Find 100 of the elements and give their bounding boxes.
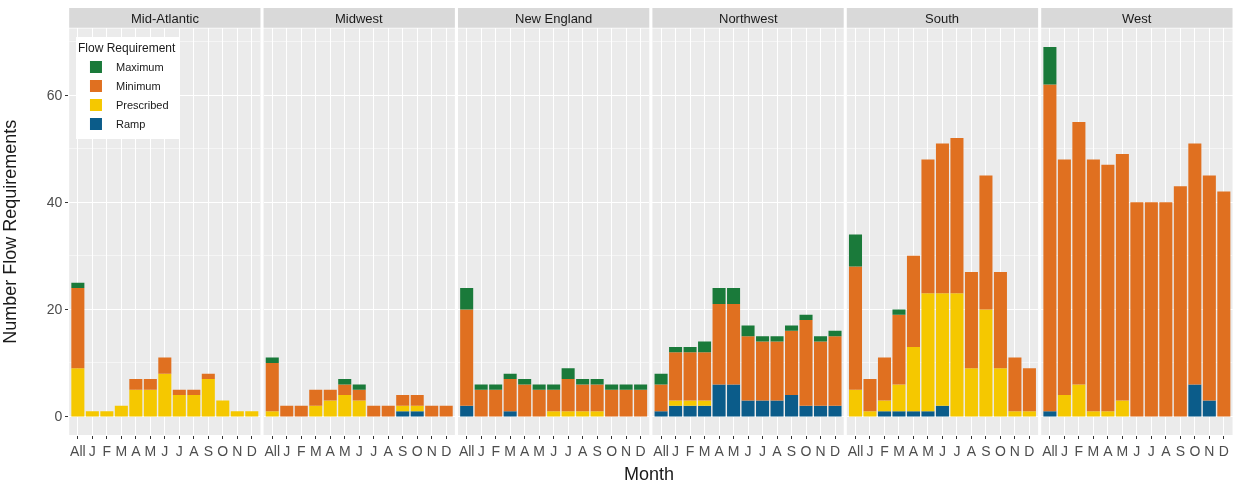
bar — [460, 405, 474, 417]
bar — [892, 309, 906, 315]
bar — [309, 405, 323, 417]
x-tick-label: S — [203, 442, 213, 459]
x-tick-label: J — [355, 442, 363, 459]
x-tick-label: F — [880, 442, 889, 459]
bar — [1043, 411, 1057, 417]
y-tick-label: 0 — [54, 408, 63, 425]
bar — [547, 411, 561, 417]
bar — [410, 411, 424, 417]
bar — [381, 405, 395, 417]
chart-title: Midwest — [335, 11, 384, 26]
bar — [756, 336, 770, 342]
x-tick-label: J — [550, 442, 558, 459]
bar — [1043, 84, 1057, 412]
x-tick-label: All — [70, 442, 86, 459]
bar — [265, 357, 279, 363]
x-tick-label: N — [1204, 442, 1215, 459]
bar — [669, 400, 683, 406]
x-tick-label: All — [458, 442, 475, 459]
x-tick-label: J — [283, 442, 291, 459]
x-tick-label: J — [88, 442, 96, 459]
bar — [503, 373, 517, 380]
x-tick-label: S — [398, 442, 408, 459]
chart-title: New England — [515, 11, 593, 26]
bar — [590, 379, 604, 385]
bar — [410, 405, 424, 412]
chart-title: South — [925, 11, 959, 26]
bar — [1022, 411, 1036, 417]
x-tick-label: M — [698, 442, 711, 459]
x-tick-label: J — [744, 442, 752, 459]
x-tick-label: O — [1189, 442, 1201, 459]
x-tick-label: D — [246, 442, 257, 459]
bar — [143, 379, 157, 390]
x-tick-label: N — [232, 442, 243, 459]
y-axis-title: Number Flow Requirements — [0, 119, 21, 344]
legend-label: Minimum — [115, 80, 161, 93]
x-tick-label: N — [1009, 442, 1020, 459]
y-tick-label: 40 — [46, 194, 63, 211]
bar — [352, 389, 366, 401]
y-tick-label: 20 — [46, 301, 63, 318]
x-tick-label: N — [621, 442, 632, 459]
x-tick-label: J — [759, 442, 767, 459]
bar — [352, 400, 366, 417]
bar — [71, 282, 85, 288]
x-tick-label: J — [1060, 442, 1068, 459]
x-tick-label: O — [606, 442, 618, 459]
bar — [425, 405, 439, 417]
x-tick-label: A — [908, 442, 919, 459]
x-tick-label: J — [370, 442, 378, 459]
x-tick-label: F — [491, 442, 500, 459]
x-tick-label: F — [102, 442, 112, 459]
bar — [352, 384, 366, 390]
bar — [201, 373, 215, 380]
bar — [338, 379, 352, 385]
x-tick-label: S — [786, 442, 797, 459]
x-tick-label: J — [175, 442, 183, 459]
bar — [814, 336, 828, 342]
x-tick-label: A — [131, 442, 142, 459]
bar — [770, 336, 784, 342]
x-tick-label: J — [1133, 442, 1141, 459]
bar — [71, 368, 85, 417]
x-tick-label: All — [847, 442, 864, 459]
bar — [785, 325, 799, 331]
x-axis-title: Month — [624, 464, 675, 484]
x-tick-label: M — [727, 442, 740, 459]
x-tick-label: All — [653, 442, 669, 459]
bar — [1115, 400, 1129, 417]
x-tick-label: J — [938, 442, 946, 459]
bar — [503, 411, 517, 417]
bar — [265, 411, 279, 417]
x-tick-label: M — [893, 442, 905, 459]
x-tick-label: A — [966, 442, 977, 459]
x-tick-label: A — [1103, 442, 1114, 459]
x-tick-label: M — [309, 442, 322, 459]
x-tick-label: A — [519, 442, 530, 459]
x-tick-label: M — [922, 442, 934, 459]
bar — [561, 368, 575, 380]
x-tick-label: O — [217, 442, 229, 459]
x-tick-label: D — [635, 442, 646, 459]
bar — [1022, 368, 1036, 412]
bar — [1202, 400, 1216, 417]
x-tick-label: J — [477, 442, 485, 459]
bar — [576, 379, 590, 385]
x-tick-label: M — [144, 442, 157, 459]
x-tick-label: J — [866, 442, 874, 459]
x-tick-label: O — [994, 442, 1006, 459]
bar — [439, 405, 453, 417]
bar — [158, 357, 172, 374]
bar — [309, 389, 323, 406]
x-tick-label: A — [189, 442, 200, 459]
bar — [799, 314, 813, 321]
bar — [396, 405, 410, 412]
bar — [848, 234, 863, 267]
bar — [1043, 46, 1057, 85]
x-tick-label: A — [772, 442, 783, 459]
bar — [935, 405, 949, 417]
x-tick-label: F — [1074, 442, 1084, 459]
bar — [396, 411, 410, 417]
bar — [1188, 384, 1202, 417]
